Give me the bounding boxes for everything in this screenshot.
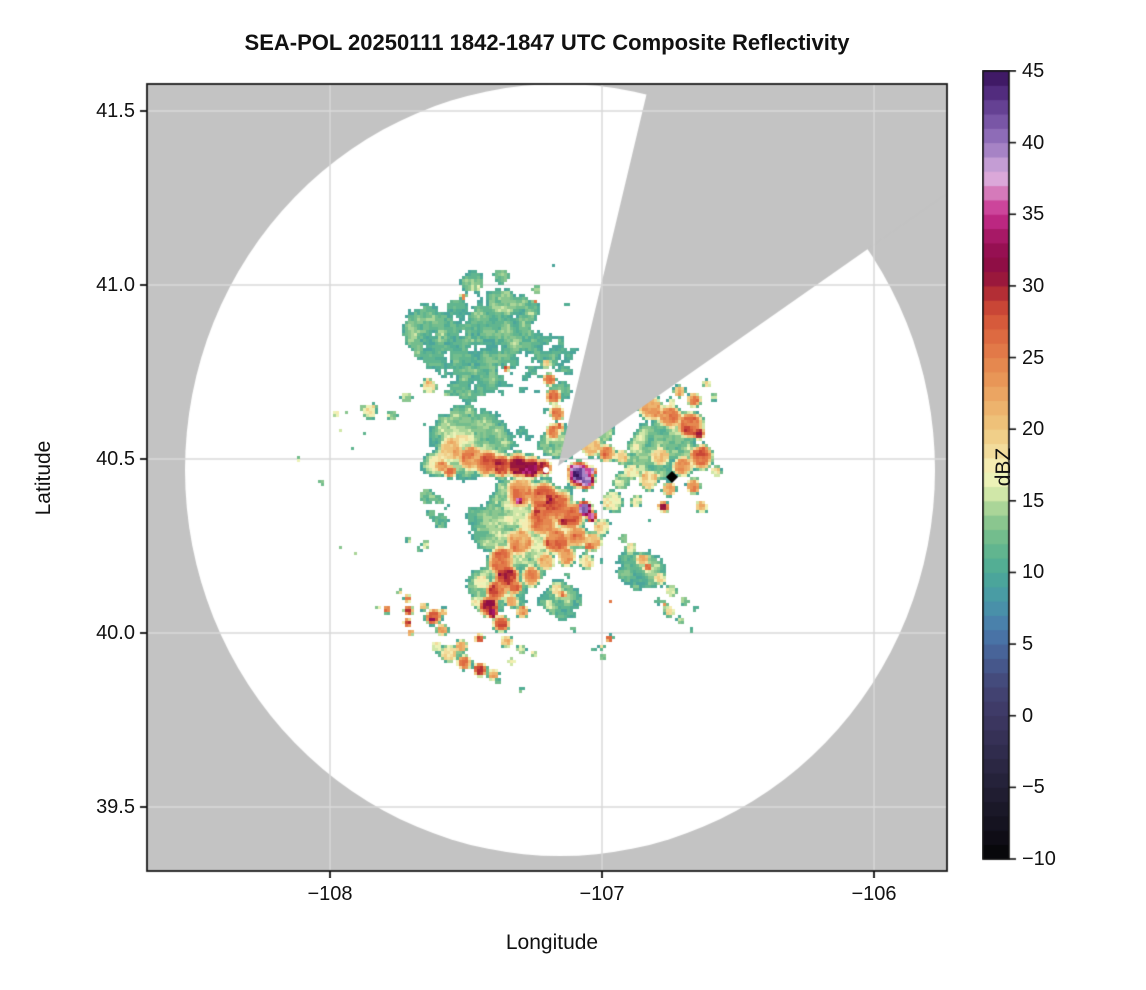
y-tick-label: 41.5 [96,100,135,122]
colorbar-label: dBZ [992,447,1015,487]
chart-title: SEA-POL 20250111 1842-1847 UTC Composite… [244,30,850,55]
y-tick-label: 41.0 [96,274,135,296]
colorbar-tick-label: 0 [1022,704,1034,727]
colorbar-tick-label: 10 [1022,561,1045,584]
y-tick-label: 40.0 [96,622,135,644]
colorbar-tick-label: 25 [1022,346,1045,369]
colorbar-tick-label: 45 [1022,60,1045,82]
x-axis-label: Longitude [505,931,599,954]
y-axis-label: Latitude [32,440,55,516]
y-tick-label: 40.5 [96,448,135,470]
colorbar-tick-label: 20 [1022,418,1045,441]
colorbar-tick-label: 35 [1022,203,1045,226]
colorbar-tick-label: 40 [1022,131,1045,154]
x-tick-label: −108 [307,883,353,905]
colorbar-tick-label: 15 [1022,489,1045,512]
radar-ppi-plot [139,77,956,878]
x-tick-label: −106 [851,883,897,905]
x-tick-label: −107 [579,883,625,905]
y-tick-label: 39.5 [96,796,135,818]
colorbar-tick-label: 30 [1022,274,1045,297]
colorbar-tick-label: −10 [1022,848,1056,870]
colorbar-tick-label: 5 [1022,633,1034,656]
colorbar [982,70,1022,862]
colorbar-tick-label: −5 [1022,776,1045,799]
